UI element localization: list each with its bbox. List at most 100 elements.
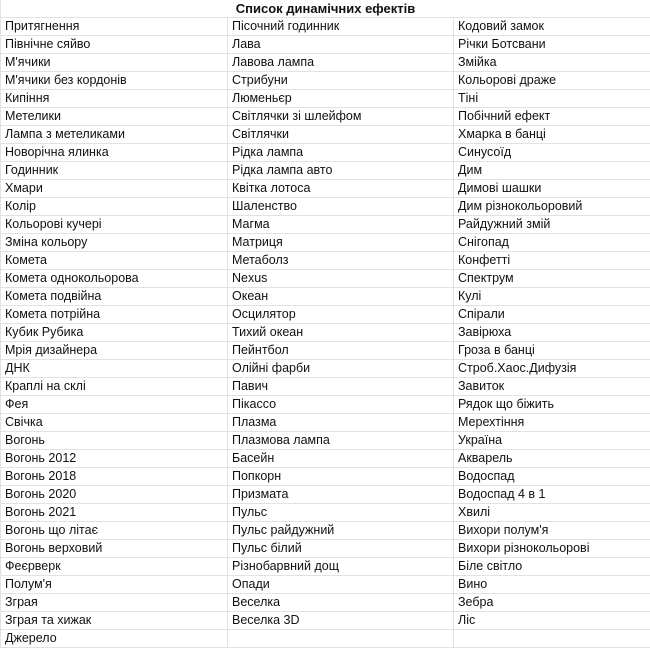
table-cell[interactable]: Nexus <box>227 270 453 287</box>
table-cell[interactable]: Вогонь 2020 <box>0 486 227 503</box>
table-cell[interactable]: Лавова лампа <box>227 54 453 71</box>
table-cell[interactable]: Годинник <box>0 162 227 179</box>
table-cell[interactable]: Фея <box>0 396 227 413</box>
table-cell[interactable]: Вогонь 2018 <box>0 468 227 485</box>
table-cell[interactable]: Плазма <box>227 414 453 431</box>
table-cell[interactable]: Зграя <box>0 594 227 611</box>
table-cell[interactable]: Пульс райдужний <box>227 522 453 539</box>
table-cell[interactable]: Вино <box>453 576 650 593</box>
table-cell[interactable]: Джерело <box>0 630 227 647</box>
table-cell[interactable]: Хвилі <box>453 504 650 521</box>
table-cell[interactable]: Рядок що біжить <box>453 396 650 413</box>
table-cell[interactable]: Мерехтіння <box>453 414 650 431</box>
table-cell[interactable]: Комета потрійна <box>0 306 227 323</box>
table-cell[interactable]: Біле світло <box>453 558 650 575</box>
table-cell[interactable]: Північне сяйво <box>0 36 227 53</box>
table-cell[interactable]: Гроза в банці <box>453 342 650 359</box>
table-cell[interactable]: Райдужний змій <box>453 216 650 233</box>
table-cell[interactable]: Хмарка в банці <box>453 126 650 143</box>
table-cell[interactable]: Веселка 3D <box>227 612 453 629</box>
table-cell[interactable]: Магма <box>227 216 453 233</box>
table-cell[interactable]: Конфетті <box>453 252 650 269</box>
table-cell[interactable]: Зебра <box>453 594 650 611</box>
table-cell[interactable]: Океан <box>227 288 453 305</box>
table-cell[interactable]: Опади <box>227 576 453 593</box>
table-cell[interactable]: Рідка лампа <box>227 144 453 161</box>
table-cell[interactable]: Синусоїд <box>453 144 650 161</box>
table-cell[interactable]: Стрибуни <box>227 72 453 89</box>
table-cell[interactable]: Новорічна ялинка <box>0 144 227 161</box>
table-cell[interactable]: Полум'я <box>0 576 227 593</box>
table-cell[interactable] <box>453 630 650 647</box>
table-cell[interactable]: Водоспад 4 в 1 <box>453 486 650 503</box>
table-cell[interactable]: М'ячики без кордонів <box>0 72 227 89</box>
table-cell[interactable]: Вихори полум'я <box>453 522 650 539</box>
table-cell[interactable]: Басейн <box>227 450 453 467</box>
table-cell[interactable]: Рідка лампа авто <box>227 162 453 179</box>
table-cell[interactable]: Димові шашки <box>453 180 650 197</box>
table-cell[interactable]: Змійка <box>453 54 650 71</box>
table-cell[interactable]: Комета <box>0 252 227 269</box>
table-cell[interactable]: Вогонь верховий <box>0 540 227 557</box>
table-cell[interactable]: Вогонь <box>0 432 227 449</box>
table-cell[interactable]: Дим <box>453 162 650 179</box>
table-cell[interactable]: Спектрум <box>453 270 650 287</box>
table-cell[interactable]: Вогонь 2012 <box>0 450 227 467</box>
table-cell[interactable]: Кодовий замок <box>453 18 650 35</box>
table-cell[interactable]: Тіні <box>453 90 650 107</box>
table-cell[interactable]: Попкорн <box>227 468 453 485</box>
table-cell[interactable]: Комета подвійна <box>0 288 227 305</box>
table-cell[interactable]: Хмари <box>0 180 227 197</box>
table-cell[interactable]: Кольорові драже <box>453 72 650 89</box>
table-cell[interactable]: Призмата <box>227 486 453 503</box>
table-cell[interactable]: Світлячки зі шлейфом <box>227 108 453 125</box>
table-cell[interactable]: Пульс білий <box>227 540 453 557</box>
table-cell[interactable]: Строб.Хаос.Дифузія <box>453 360 650 377</box>
table-cell[interactable]: Кипіння <box>0 90 227 107</box>
table-cell[interactable]: Свічка <box>0 414 227 431</box>
table-cell[interactable]: Завірюха <box>453 324 650 341</box>
table-cell[interactable]: Тихий океан <box>227 324 453 341</box>
table-cell[interactable]: Плазмова лампа <box>227 432 453 449</box>
table-cell[interactable]: Лава <box>227 36 453 53</box>
table-cell[interactable]: Пікассо <box>227 396 453 413</box>
table-cell[interactable]: Зміна кольору <box>0 234 227 251</box>
table-cell[interactable]: Феєрверк <box>0 558 227 575</box>
table-cell[interactable]: Річки Ботсвани <box>453 36 650 53</box>
table-cell[interactable]: Завиток <box>453 378 650 395</box>
table-cell[interactable]: Олійні фарби <box>227 360 453 377</box>
table-cell[interactable]: Павич <box>227 378 453 395</box>
table-cell[interactable]: Шаленство <box>227 198 453 215</box>
table-cell[interactable]: Мрія дизайнера <box>0 342 227 359</box>
table-cell[interactable]: Метелики <box>0 108 227 125</box>
table-cell[interactable]: Ліс <box>453 612 650 629</box>
table-cell[interactable]: Водоспад <box>453 468 650 485</box>
table-cell[interactable]: Веселка <box>227 594 453 611</box>
table-cell[interactable]: Кубик Рубика <box>0 324 227 341</box>
table-cell[interactable]: Кулі <box>453 288 650 305</box>
table-cell[interactable]: ДНК <box>0 360 227 377</box>
table-cell[interactable]: Лампа з метеликами <box>0 126 227 143</box>
table-cell[interactable]: Побічний ефект <box>453 108 650 125</box>
table-cell[interactable]: Квітка лотоса <box>227 180 453 197</box>
table-cell[interactable]: Осцилятор <box>227 306 453 323</box>
table-cell[interactable]: Пульс <box>227 504 453 521</box>
table-cell[interactable]: М'ячики <box>0 54 227 71</box>
table-cell[interactable]: Спірали <box>453 306 650 323</box>
table-cell[interactable]: Акварель <box>453 450 650 467</box>
table-cell[interactable]: Світлячки <box>227 126 453 143</box>
table-cell[interactable]: Україна <box>453 432 650 449</box>
table-cell[interactable]: Метаболз <box>227 252 453 269</box>
table-cell[interactable]: Вихори різнокольорові <box>453 540 650 557</box>
table-cell[interactable]: Пісочний годинник <box>227 18 453 35</box>
table-cell[interactable]: Зграя та хижак <box>0 612 227 629</box>
table-cell[interactable]: Вогонь 2021 <box>0 504 227 521</box>
table-cell[interactable]: Різнобарвний дощ <box>227 558 453 575</box>
table-cell[interactable]: Колір <box>0 198 227 215</box>
table-cell[interactable]: Матриця <box>227 234 453 251</box>
table-cell[interactable]: Вогонь що літає <box>0 522 227 539</box>
table-cell[interactable] <box>227 630 453 647</box>
table-cell[interactable]: Краплі на склі <box>0 378 227 395</box>
table-cell[interactable]: Люменьєр <box>227 90 453 107</box>
table-cell[interactable]: Дим різнокольоровий <box>453 198 650 215</box>
